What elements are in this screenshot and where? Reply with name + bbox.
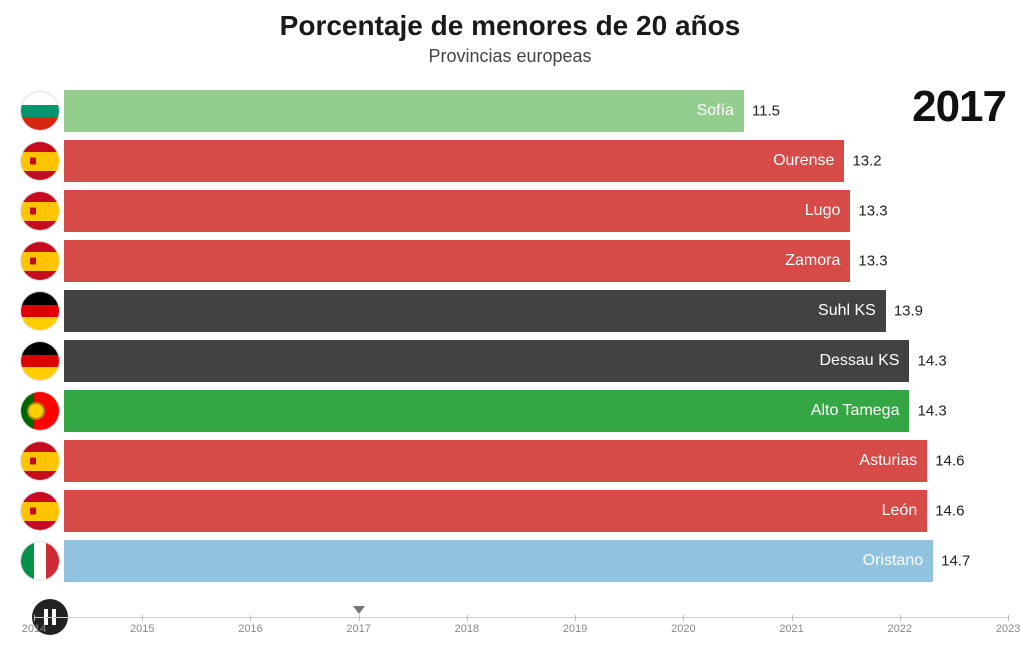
bar-row: Asturias 14.6 xyxy=(20,436,1010,486)
chart-subtitle: Provincias europeas xyxy=(0,46,1020,67)
timeline-tick-label: 2018 xyxy=(455,623,479,635)
bar-track: Oristano 14.7 xyxy=(64,540,1010,582)
bar-track: Zamora 13.3 xyxy=(64,240,1010,282)
province-label: Suhl KS xyxy=(818,302,876,320)
flag-icon xyxy=(20,441,60,481)
bar-track: Asturias 14.6 xyxy=(64,440,1010,482)
province-label: Lugo xyxy=(805,202,841,220)
timeline-marker[interactable] xyxy=(353,606,365,614)
bar-row: Lugo 13.3 xyxy=(20,186,1010,236)
bar: Lugo xyxy=(64,190,850,232)
bar-row: Dessau KS 14.3 xyxy=(20,336,1010,386)
timeline-tick xyxy=(34,615,35,621)
bar: Oristano xyxy=(64,540,933,582)
timeline-tick-label: 2023 xyxy=(996,623,1020,635)
value-label: 13.9 xyxy=(894,303,923,320)
flag-icon xyxy=(20,391,60,431)
value-label: 14.6 xyxy=(935,453,964,470)
value-label: 13.3 xyxy=(858,203,887,220)
bar: León xyxy=(64,490,927,532)
timeline-tick xyxy=(575,615,576,621)
bar: Asturias xyxy=(64,440,927,482)
bar-track: Dessau KS 14.3 xyxy=(64,340,1010,382)
flag-icon xyxy=(20,191,60,231)
chart-title: Porcentaje de menores de 20 años xyxy=(0,0,1020,42)
timeline-tick-label: 2017 xyxy=(346,623,370,635)
bar-row: Alto Tamega 14.3 xyxy=(20,386,1010,436)
value-label: 13.3 xyxy=(858,253,887,270)
bar-row: Ourense 13.2 xyxy=(20,136,1010,186)
timeline-tick xyxy=(359,615,360,621)
bar-row: Suhl KS 13.9 xyxy=(20,286,1010,336)
timeline-tick xyxy=(250,615,251,621)
province-label: Oristano xyxy=(863,552,923,570)
bar: Alto Tamega xyxy=(64,390,909,432)
bar: Zamora xyxy=(64,240,850,282)
timeline-axis xyxy=(34,617,1008,618)
value-label: 14.7 xyxy=(941,553,970,570)
timeline-tick xyxy=(1008,615,1009,621)
bar-row: León 14.6 xyxy=(20,486,1010,536)
bar-track: Sofía 11.5 xyxy=(64,90,1010,132)
value-label: 14.3 xyxy=(917,353,946,370)
value-label: 13.2 xyxy=(852,153,881,170)
value-label: 14.6 xyxy=(935,503,964,520)
bar-row: Sofía 11.5 xyxy=(20,86,1010,136)
bar-track: Suhl KS 13.9 xyxy=(64,290,1010,332)
province-label: Dessau KS xyxy=(819,352,899,370)
province-label: Sofía xyxy=(697,102,734,120)
value-label: 14.3 xyxy=(917,403,946,420)
timeline: 2014201520162017201820192020202120222023 xyxy=(20,599,1008,644)
province-label: Asturias xyxy=(859,452,917,470)
bar-track: León 14.6 xyxy=(64,490,1010,532)
province-label: Ourense xyxy=(773,152,834,170)
value-label: 11.5 xyxy=(752,103,780,120)
timeline-tick xyxy=(792,615,793,621)
timeline-tick-label: 2014 xyxy=(22,623,46,635)
timeline-tick-label: 2020 xyxy=(671,623,695,635)
bar: Sofía xyxy=(64,90,744,132)
bar-row: Oristano 14.7 xyxy=(20,536,1010,586)
province-label: Alto Tamega xyxy=(811,402,900,420)
flag-icon xyxy=(20,291,60,331)
timeline-tick xyxy=(142,615,143,621)
bar: Ourense xyxy=(64,140,844,182)
province-label: León xyxy=(882,502,918,520)
timeline-tick xyxy=(467,615,468,621)
bar: Suhl KS xyxy=(64,290,886,332)
bar-track: Alto Tamega 14.3 xyxy=(64,390,1010,432)
bar-row: Zamora 13.3 xyxy=(20,236,1010,286)
timeline-tick-label: 2015 xyxy=(130,623,154,635)
timeline-tick xyxy=(683,615,684,621)
bar-track: Lugo 13.3 xyxy=(64,190,1010,232)
timeline-tick-label: 2019 xyxy=(563,623,587,635)
flag-icon xyxy=(20,341,60,381)
flag-icon xyxy=(20,241,60,281)
timeline-tick xyxy=(900,615,901,621)
province-label: Zamora xyxy=(785,252,840,270)
timeline-tick-label: 2022 xyxy=(888,623,912,635)
bar: Dessau KS xyxy=(64,340,909,382)
flag-icon xyxy=(20,91,60,131)
flag-icon xyxy=(20,541,60,581)
flag-icon xyxy=(20,491,60,531)
bar-chart: Sofía 11.5 Ourense 13.2 Lugo 13.3 Zamora 13.3 Su… xyxy=(20,86,1010,595)
flag-icon xyxy=(20,141,60,181)
timeline-tick-label: 2016 xyxy=(238,623,262,635)
bar-track: Ourense 13.2 xyxy=(64,140,1010,182)
timeline-tick-label: 2021 xyxy=(779,623,803,635)
